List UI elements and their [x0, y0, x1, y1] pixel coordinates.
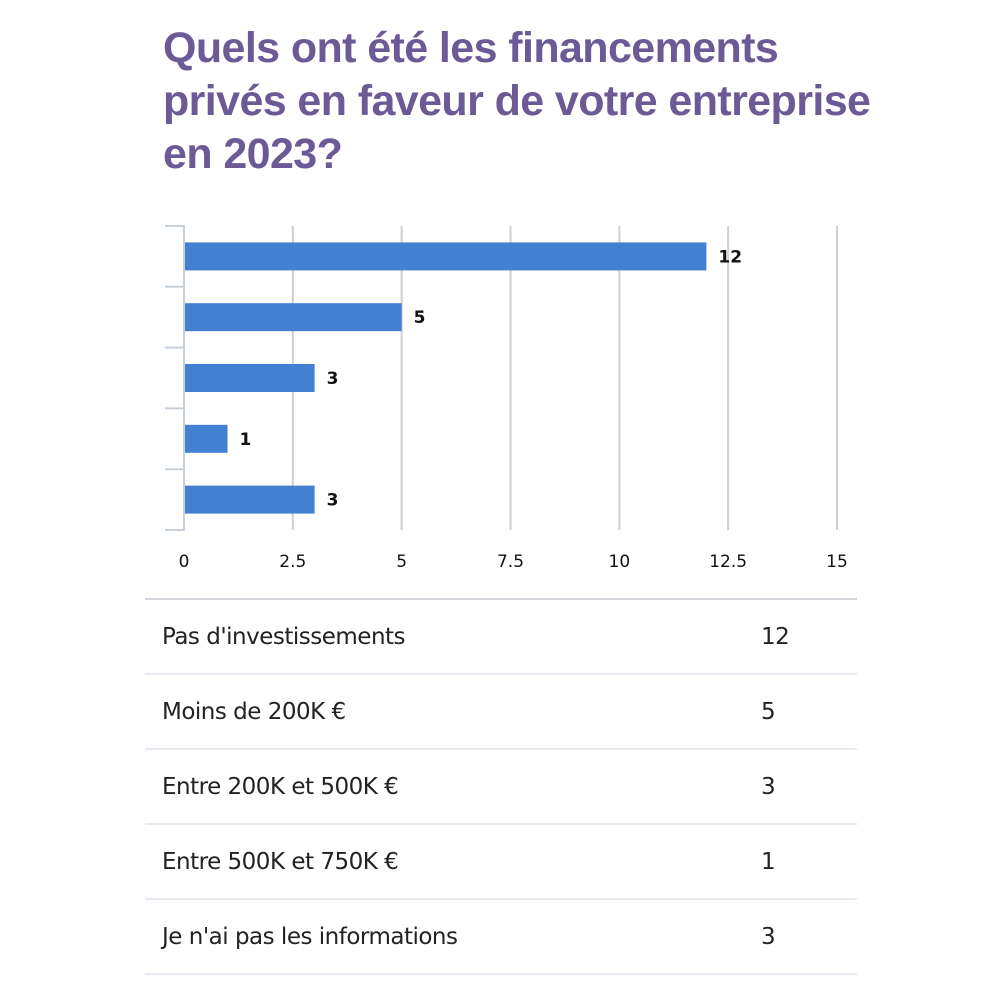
bars	[185, 242, 707, 514]
bar	[185, 303, 402, 332]
results-table: Pas d'investissements 12 Moins de 200K €…	[145, 598, 857, 975]
bar	[185, 364, 315, 392]
bar	[185, 485, 315, 514]
row-value: 3	[761, 923, 776, 950]
bar-data-label: 5	[414, 308, 426, 328]
table-row: Entre 200K et 500K € 3	[145, 750, 857, 825]
row-label: Moins de 200K €	[162, 698, 346, 725]
table-row: Pas d'investissements 12	[145, 600, 857, 675]
chart-title: Quels ont été les financements privés en…	[163, 24, 871, 178]
bar-chart: 12 5 3 1 3 0 2.5 5 7.5 10 12.5 15	[165, 225, 848, 572]
row-label: Pas d'investissements	[162, 623, 406, 650]
row-label: Entre 500K et 750K €	[162, 848, 399, 875]
x-tick-label: 10	[609, 552, 631, 572]
y-axis	[165, 225, 185, 531]
gridlines	[291, 226, 838, 530]
table-row: Je n'ai pas les informations 3	[145, 900, 857, 975]
row-value: 3	[761, 773, 776, 800]
table-row: Entre 500K et 750K € 1	[145, 825, 857, 900]
bar-data-label: 3	[327, 491, 339, 511]
x-tick-label: 15	[826, 552, 848, 572]
row-label: Entre 200K et 500K €	[162, 773, 399, 800]
data-labels: 12 5 3 1 3	[240, 247, 743, 510]
row-value: 12	[761, 623, 790, 650]
x-tick-label: 5	[396, 552, 407, 572]
x-tick-label: 0	[179, 552, 190, 572]
x-tick-label: 2.5	[279, 552, 306, 572]
row-value: 1	[761, 848, 776, 875]
bar-data-label: 1	[240, 430, 252, 450]
bar-data-label: 3	[327, 369, 339, 389]
x-tick-label: 7.5	[497, 552, 524, 572]
bar-data-label: 12	[718, 247, 742, 267]
table-row: Moins de 200K € 5	[145, 675, 857, 750]
row-value: 5	[761, 698, 776, 725]
x-axis-tick-labels: 0 2.5 5 7.5 10 12.5 15	[179, 552, 848, 572]
table-top-divider	[145, 598, 857, 600]
x-tick-label: 12.5	[709, 552, 747, 572]
bar	[185, 242, 707, 271]
row-label: Je n'ai pas les informations	[162, 923, 458, 950]
bar	[185, 424, 228, 453]
